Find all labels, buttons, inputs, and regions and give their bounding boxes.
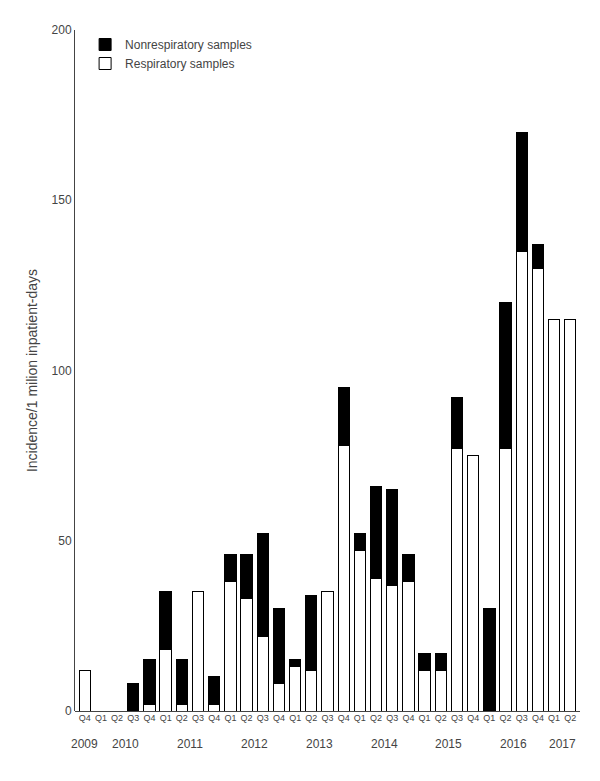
svg-text:Q2: Q2	[370, 713, 382, 723]
svg-text:50: 50	[58, 534, 72, 548]
svg-text:Q4: Q4	[208, 713, 220, 723]
svg-text:Q1: Q1	[95, 713, 107, 723]
svg-text:Nonrespiratory samples: Nonrespiratory samples	[125, 38, 252, 52]
svg-text:200: 200	[52, 23, 72, 37]
svg-text:Q1: Q1	[548, 713, 560, 723]
svg-text:Q1: Q1	[289, 713, 301, 723]
svg-text:Q4: Q4	[467, 713, 479, 723]
svg-text:Q1: Q1	[354, 713, 366, 723]
svg-text:Q2: Q2	[305, 713, 317, 723]
svg-text:2014: 2014	[371, 737, 398, 751]
svg-text:Q2: Q2	[500, 713, 512, 723]
svg-text:Q1: Q1	[483, 713, 495, 723]
svg-text:Q3: Q3	[321, 713, 333, 723]
svg-text:Q2: Q2	[564, 713, 576, 723]
svg-text:2017: 2017	[549, 737, 576, 751]
svg-text:Q3: Q3	[257, 713, 269, 723]
svg-text:Q4: Q4	[143, 713, 155, 723]
svg-text:Q4: Q4	[273, 713, 285, 723]
svg-text:2011: 2011	[177, 737, 203, 751]
svg-text:100: 100	[52, 364, 72, 378]
svg-text:2016: 2016	[500, 737, 527, 751]
svg-text:150: 150	[52, 193, 72, 207]
svg-text:Q2: Q2	[241, 713, 253, 723]
svg-text:2009: 2009	[71, 737, 98, 751]
svg-text:Q3: Q3	[192, 713, 204, 723]
svg-text:2015: 2015	[435, 737, 462, 751]
svg-text:Q1: Q1	[224, 713, 236, 723]
svg-text:2013: 2013	[306, 737, 333, 751]
svg-text:Q3: Q3	[127, 713, 139, 723]
svg-text:Q1: Q1	[160, 713, 172, 723]
svg-text:Q3: Q3	[451, 713, 463, 723]
svg-text:Q4: Q4	[79, 713, 91, 723]
svg-text:Q1: Q1	[419, 713, 431, 723]
svg-text:0: 0	[65, 704, 72, 718]
svg-text:Q3: Q3	[386, 713, 398, 723]
svg-text:2010: 2010	[112, 737, 139, 751]
svg-text:Q4: Q4	[338, 713, 350, 723]
svg-text:Q2: Q2	[176, 713, 188, 723]
svg-text:Q4: Q4	[532, 713, 544, 723]
svg-text:Respiratory samples: Respiratory samples	[125, 57, 234, 71]
svg-text:Q4: Q4	[402, 713, 414, 723]
svg-text:Q2: Q2	[111, 713, 123, 723]
svg-text:2012: 2012	[241, 737, 268, 751]
svg-text:Q3: Q3	[516, 713, 528, 723]
svg-text:Q2: Q2	[435, 713, 447, 723]
svg-text:Incidence/1 milion inpatient-d: Incidence/1 milion inpatient-days	[24, 269, 40, 472]
